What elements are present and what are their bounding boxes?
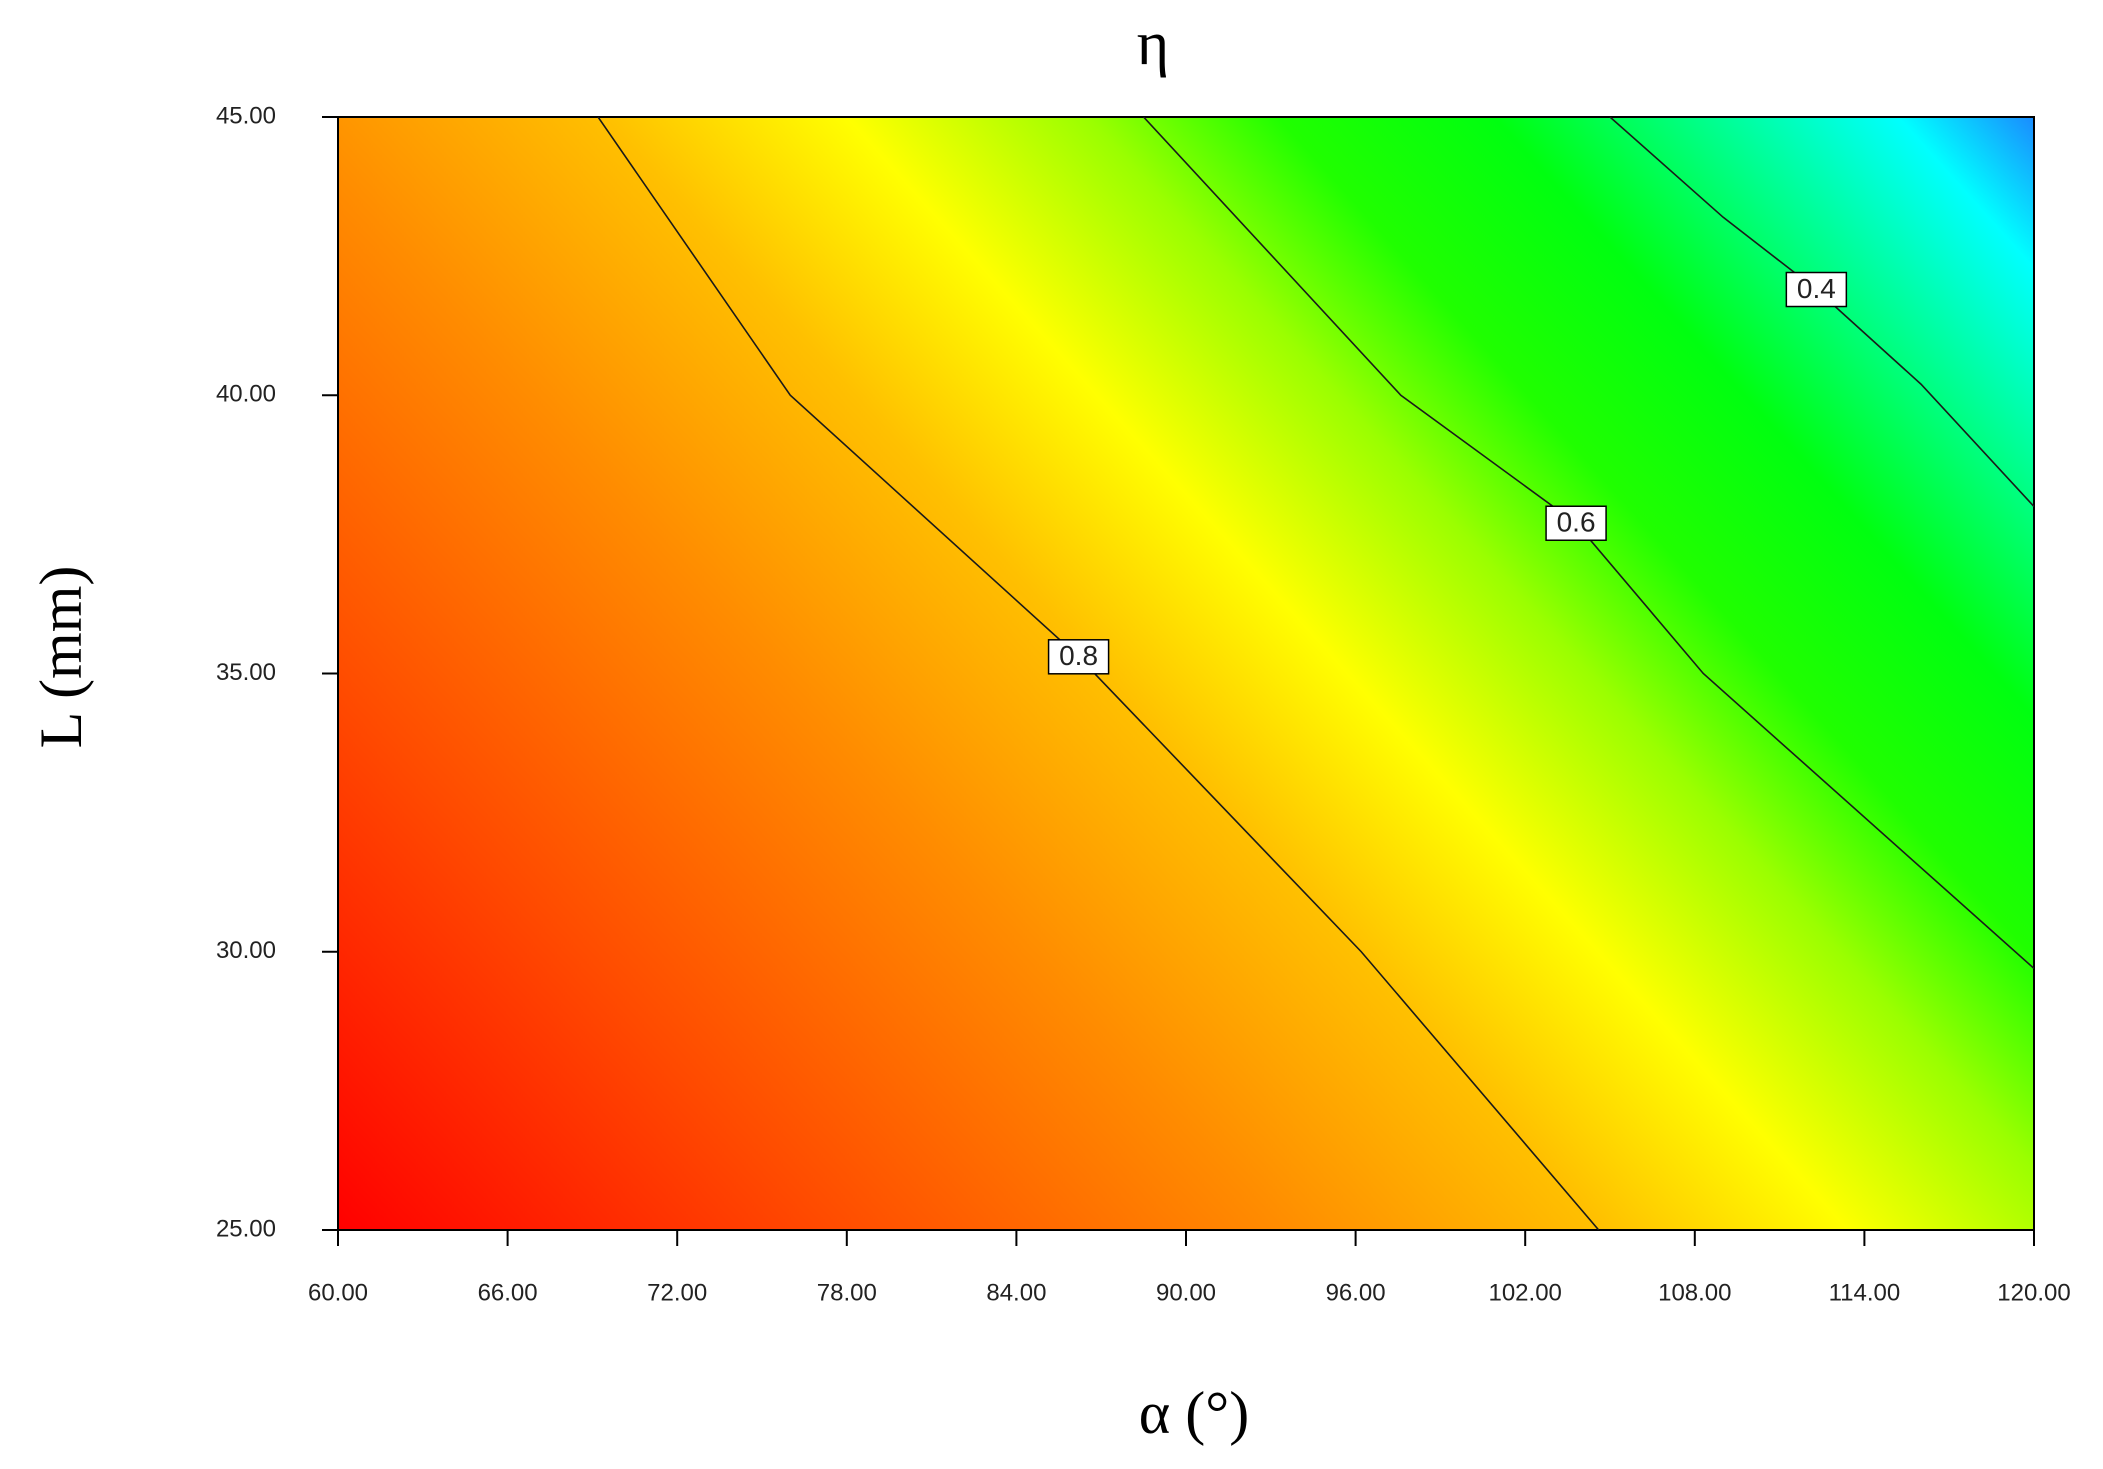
color-field: [338, 117, 2034, 1230]
x-tick-label: 84.00: [986, 1279, 1046, 1306]
contour-label: 0.8: [1059, 640, 1098, 671]
y-tick-label: 40.00: [216, 381, 276, 408]
contour-label-box: [1785, 271, 1848, 308]
y-tick-label: 35.00: [216, 659, 276, 686]
contour-label-box: [1047, 639, 1110, 675]
x-axis-label: α (°): [1139, 1380, 1249, 1446]
y-tick-label: 30.00: [216, 937, 276, 964]
x-tick-label: 60.00: [308, 1279, 368, 1306]
contour-label-box: [1545, 505, 1607, 541]
x-tick-label: 72.00: [647, 1279, 707, 1306]
x-tick-label: 66.00: [478, 1279, 538, 1306]
y-axis-label: L (mm): [28, 566, 94, 749]
x-tick-label: 96.00: [1326, 1279, 1386, 1306]
x-tick-label: 90.00: [1156, 1279, 1216, 1306]
chart-title: η: [1137, 10, 1169, 78]
x-tick-label: 114.00: [1829, 1279, 1901, 1306]
x-tick-label: 120.00: [1997, 1279, 2070, 1306]
y-tick-label: 45.00: [216, 102, 276, 129]
contour-label: 0.4: [1797, 273, 1836, 304]
y-tick-label: 25.00: [216, 1215, 276, 1242]
contour-label: 0.6: [1557, 507, 1596, 538]
x-tick-label: 102.00: [1488, 1279, 1561, 1306]
x-tick-label: 108.00: [1658, 1279, 1731, 1306]
x-tick-label: 78.00: [817, 1279, 877, 1306]
